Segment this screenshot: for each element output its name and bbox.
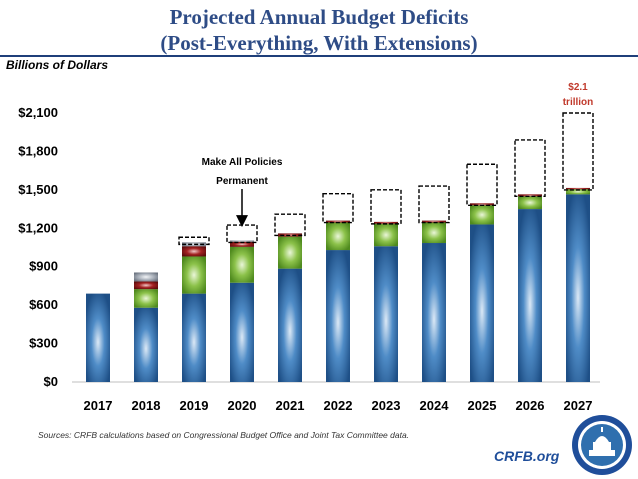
y-tick-label: $300 — [29, 336, 58, 351]
extension-outline — [274, 213, 306, 237]
bar-segment-base — [566, 194, 590, 382]
chart-title: Projected Annual Budget Deficits (Post-E… — [0, 4, 638, 56]
extension-outline — [418, 185, 450, 224]
x-tick-label: 2017 — [84, 398, 113, 413]
bars — [86, 187, 590, 382]
extension-outlines — [178, 112, 594, 246]
y-tick-label: $1,200 — [18, 220, 58, 235]
annotation-total-line1: $2.1 — [568, 82, 588, 93]
bar-segment-green — [470, 205, 494, 225]
bar-segment-grey — [230, 240, 254, 242]
brand-link[interactable]: CRFB.org — [494, 448, 560, 464]
bar-segment-base — [422, 243, 446, 382]
x-tick-label: 2025 — [468, 398, 497, 413]
extension-outline — [226, 224, 258, 244]
bar-segment-red — [566, 187, 590, 190]
extension-outline — [178, 236, 210, 246]
title-divider — [0, 55, 638, 57]
x-tick-label: 2027 — [564, 398, 593, 413]
bar-segment-red — [134, 281, 158, 290]
bar-segment-red — [182, 246, 206, 257]
bar-segment-green — [278, 236, 302, 269]
bar-segment-base — [134, 307, 158, 382]
bar-segment-green — [566, 189, 590, 195]
bar-segment-red — [518, 194, 542, 197]
bar-segment-red — [422, 220, 446, 223]
bar-segment-base — [374, 246, 398, 382]
annotations: Make All Policies Permanent $2.1 trillion — [202, 82, 594, 228]
x-tick-label: 2018 — [132, 398, 161, 413]
bar-segment-green — [326, 222, 350, 251]
extension-outline — [322, 192, 354, 224]
annotation-permanent-line1: Make All Policies — [202, 157, 283, 168]
y-axis-label: Billions of Dollars — [6, 58, 109, 72]
extension-outline — [466, 163, 498, 207]
bar-segment-green — [182, 256, 206, 294]
bar-segment-green — [134, 289, 158, 308]
source-note: Sources: CRFB calculations based on Cong… — [38, 430, 410, 440]
y-tick-label: $1,800 — [18, 143, 58, 158]
x-tick-label: 2021 — [276, 398, 305, 413]
y-tick-label: $2,100 — [18, 105, 58, 120]
bar-segment-green — [374, 223, 398, 247]
extension-outline — [370, 189, 402, 225]
bar-segment-green — [230, 246, 254, 283]
bar-segment-red — [374, 221, 398, 224]
x-axis: 2017 2018 2019 2020 2021 2022 2023 2024 2025 2026… — [84, 398, 593, 413]
capitol-seal-icon — [572, 415, 632, 475]
title-line-2: (Post-Everything, With Extensions) — [160, 31, 478, 55]
bar-segment-red — [230, 241, 254, 247]
title-line-1: Projected Annual Budget Deficits — [169, 5, 469, 29]
bar-segment-base — [518, 209, 542, 382]
x-tick-label: 2019 — [180, 398, 209, 413]
bar-segment-base — [86, 293, 110, 382]
y-tick-label: $600 — [29, 297, 58, 312]
extension-outline — [514, 139, 546, 198]
y-tick-label: $1,500 — [18, 182, 58, 197]
x-tick-label: 2022 — [324, 398, 353, 413]
bar-segment-green — [422, 222, 446, 244]
y-tick-label: $0 — [44, 374, 58, 389]
y-tick-label: $900 — [29, 259, 58, 274]
extension-outline — [562, 112, 594, 191]
bar-segment-red — [470, 203, 494, 206]
bar-segment-base — [278, 268, 302, 382]
bar-segment-base — [470, 224, 494, 382]
x-tick-label: 2024 — [420, 398, 450, 413]
bar-segment-base — [230, 282, 254, 382]
x-tick-label: 2023 — [372, 398, 401, 413]
x-tick-label: 2026 — [516, 398, 545, 413]
bar-segment-red — [326, 220, 350, 223]
bar-segment-grey — [134, 272, 158, 282]
annotation-permanent-line2: Permanent — [216, 176, 268, 187]
annotation-total-line2: trillion — [563, 97, 594, 108]
x-tick-label: 2020 — [228, 398, 257, 413]
bar-segment-base — [182, 293, 206, 382]
bar-segment-base — [326, 250, 350, 382]
bar-segment-green — [518, 196, 542, 210]
bar-segment-grey — [182, 242, 206, 247]
